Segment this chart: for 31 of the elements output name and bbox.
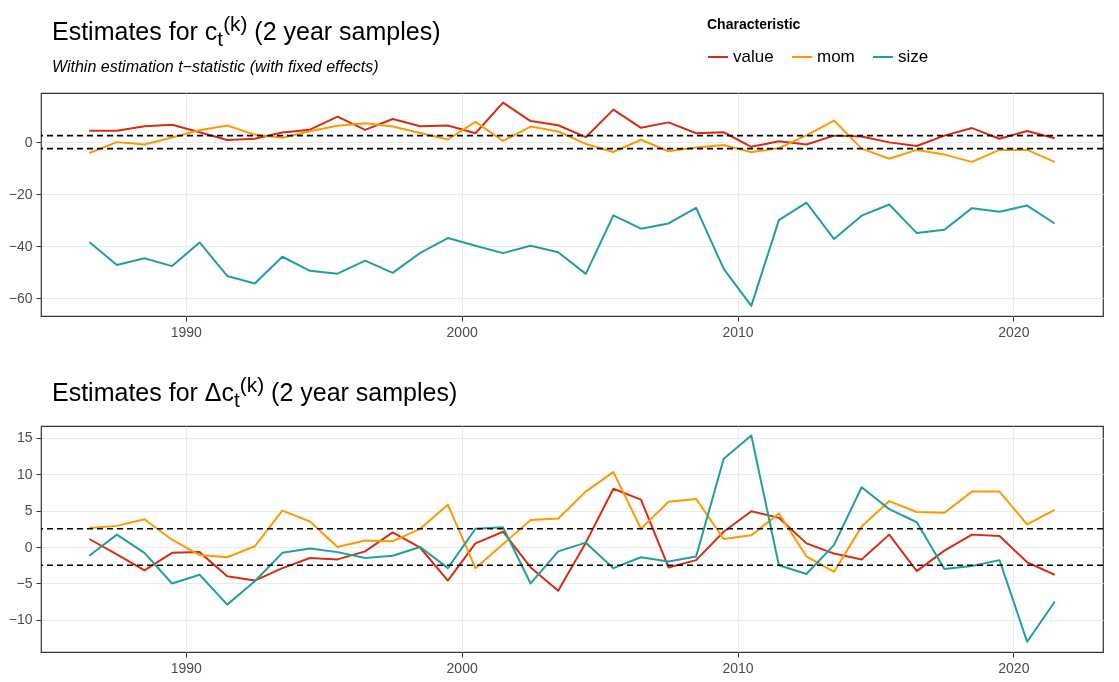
x-tick-label: 2000: [446, 659, 478, 676]
y-tick-label: 15: [16, 429, 33, 446]
y-tick-label: −40: [8, 237, 33, 254]
y-tick-label: 0: [24, 133, 33, 150]
line-series: [88, 470, 1056, 573]
line-series: [88, 101, 1056, 148]
x-tick-label: 2010: [722, 659, 754, 676]
legend-label: size: [898, 47, 929, 66]
y-tick-label: 10: [16, 465, 33, 482]
y-tick-label: −60: [8, 289, 33, 306]
legend-label: value: [733, 47, 774, 66]
x-tick-label: 2010: [722, 323, 754, 340]
x-tick-label: 1990: [170, 323, 203, 340]
line-series: [88, 119, 1056, 163]
y-tick-label: −20: [8, 185, 33, 202]
y-tick-label: −5: [16, 574, 33, 591]
legend-title: Characteristic: [707, 16, 801, 32]
line-series: [88, 487, 1056, 592]
x-tick-label: 2020: [998, 659, 1030, 676]
y-tick-label: 5: [24, 502, 33, 519]
x-tick-label: 2000: [446, 323, 478, 340]
legend-label: mom: [817, 47, 855, 66]
x-tick-label: 1990: [170, 659, 203, 676]
x-tick-label: 2020: [998, 323, 1030, 340]
y-tick-label: 0: [24, 538, 33, 555]
chart-title: Estimates for Δc$_{t}$$^{(k)}$ (2 year samples): [52, 373, 458, 414]
line-series: [88, 434, 1056, 643]
y-tick-label: −10: [8, 611, 33, 628]
line-series: [88, 201, 1056, 307]
chart-subtitle: Within estimation t−statistic (with fixed effects): [52, 58, 380, 77]
chart-title: Estimates for c$_{t}$$^{(k)}$ (2 year samples): [52, 12, 441, 53]
